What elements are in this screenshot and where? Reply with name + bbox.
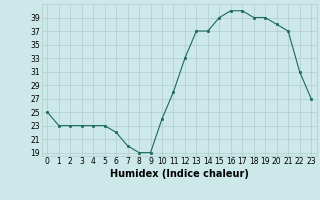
X-axis label: Humidex (Indice chaleur): Humidex (Indice chaleur): [110, 169, 249, 179]
